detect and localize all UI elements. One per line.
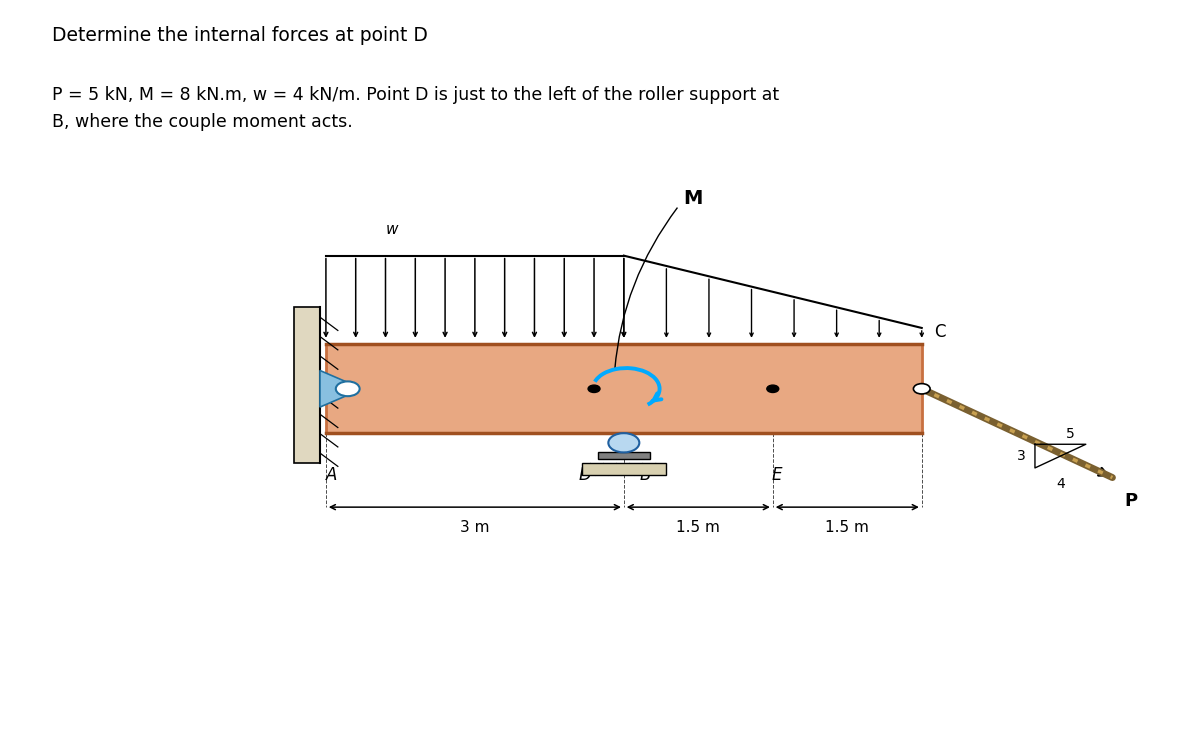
Bar [326,344,922,433]
Text: 3 m: 3 m [460,521,490,536]
Text: 1.5 m: 1.5 m [826,521,869,536]
Text: 4: 4 [1056,476,1064,491]
Circle shape [608,433,640,453]
Text: A: A [326,467,337,485]
Circle shape [336,381,360,396]
Circle shape [588,385,600,393]
Text: C: C [934,322,946,341]
Text: 3: 3 [1016,449,1026,463]
Text: D: D [578,467,590,485]
Polygon shape [320,370,359,407]
Text: 5: 5 [1067,427,1075,441]
Text: E: E [772,467,781,485]
Text: Determine the internal forces at point D: Determine the internal forces at point D [52,26,427,46]
Circle shape [767,385,779,393]
Text: P: P [1124,492,1138,510]
Text: w: w [385,222,398,237]
Bar [598,453,650,459]
Text: M: M [684,188,703,208]
Text: P = 5 kN, M = 8 kN.m, w = 4 kN/m. Point D is just to the left of the roller supp: P = 5 kN, M = 8 kN.m, w = 4 kN/m. Point … [52,85,779,132]
Circle shape [913,384,930,394]
Text: B: B [640,467,650,485]
Bar [294,307,320,463]
Bar [582,464,666,475]
Text: 1.5 m: 1.5 m [677,521,720,536]
